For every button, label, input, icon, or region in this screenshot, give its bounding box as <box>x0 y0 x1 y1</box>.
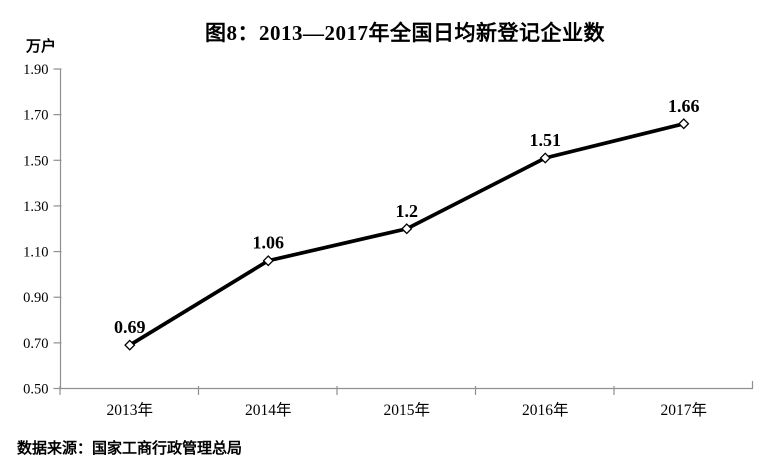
data-point-label: 1.2 <box>396 201 419 221</box>
x-axis-category-label: 2015年 <box>383 401 430 419</box>
x-axis-category-label: 2017年 <box>660 401 707 419</box>
y-axis-tick-label: 0.90 <box>23 290 48 306</box>
x-axis-category-label: 2014年 <box>245 401 292 419</box>
x-axis-category-label: 2013年 <box>106 401 153 419</box>
source-note: 数据来源：国家工商行政管理总局 <box>17 440 243 457</box>
y-axis-unit-label: 万户 <box>26 39 57 55</box>
data-point-label: 0.69 <box>114 317 146 337</box>
data-point-label: 1.51 <box>530 130 562 150</box>
data-point-marker <box>401 223 413 235</box>
y-axis-tick-label: 1.10 <box>23 245 48 261</box>
y-axis-tick-label: 0.70 <box>23 336 48 352</box>
y-axis-tick-label: 1.70 <box>23 108 48 124</box>
y-axis-tick-label: 1.90 <box>23 62 48 78</box>
data-point-marker <box>262 255 274 267</box>
data-series-line <box>127 121 686 347</box>
y-axis-tick-label: 0.50 <box>23 382 48 398</box>
data-point-marker <box>678 118 690 130</box>
data-point-label: 1.66 <box>668 96 700 116</box>
data-point-marker <box>539 152 551 164</box>
data-point-marker <box>124 339 136 351</box>
x-axis-category-label: 2016年 <box>522 401 569 419</box>
chart-title: 图8：2013—2017年全国日均新登记企业数 <box>205 21 605 45</box>
y-axis-tick-label: 1.30 <box>23 199 48 215</box>
data-point-label: 1.06 <box>253 233 285 253</box>
y-axis-tick-label: 1.50 <box>23 153 48 169</box>
